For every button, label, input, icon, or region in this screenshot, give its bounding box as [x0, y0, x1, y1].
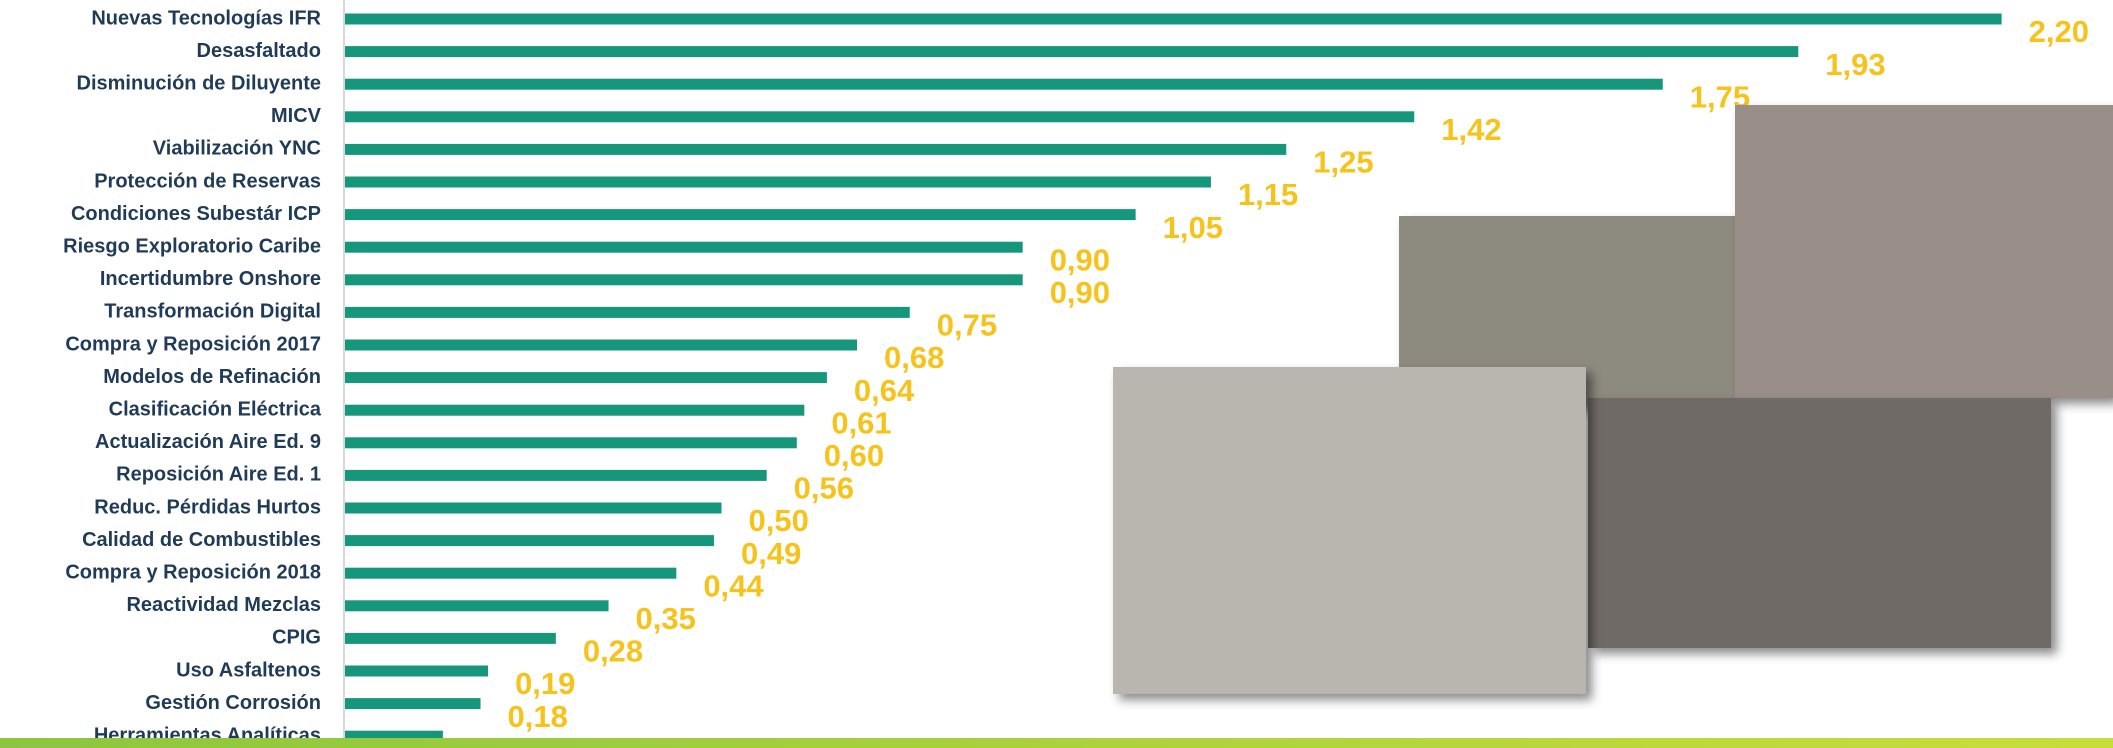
category-label: Protección de Reservas [94, 170, 321, 192]
bar [345, 242, 1023, 253]
value-label: 0,44 [703, 568, 764, 603]
category-label: Riesgo Exploratorio Caribe [63, 235, 321, 257]
category-label: CPIG [272, 627, 321, 649]
value-label: 0,64 [854, 373, 915, 408]
value-label: 1,15 [1238, 177, 1298, 212]
category-label: Compra y Reposición 2017 [65, 333, 321, 355]
category-label: Incertidumbre Onshore [100, 268, 321, 290]
category-label: Uso Asfaltenos [176, 659, 321, 681]
bar [345, 79, 1663, 90]
value-label: 0,56 [794, 471, 854, 506]
category-label: Transformación Digital [104, 301, 321, 323]
value-label: 0,28 [583, 634, 643, 669]
value-label: 0,61 [831, 405, 891, 440]
bar [345, 470, 767, 481]
category-label: Reposición Aire Ed. 1 [116, 464, 321, 486]
bar [345, 666, 488, 677]
bar [345, 111, 1414, 122]
value-label: 2,20 [2029, 14, 2089, 49]
value-label: 0,19 [515, 666, 575, 701]
category-label: Modelos de Refinación [103, 366, 321, 388]
category-label: Desasfaltado [197, 40, 322, 62]
bar [345, 46, 1798, 57]
bar [345, 503, 722, 514]
bar [345, 405, 804, 416]
footer-stripe [0, 738, 2113, 748]
bar [345, 568, 676, 579]
value-label: 1,05 [1163, 210, 1223, 245]
category-label: Reduc. Pérdidas Hurtos [94, 496, 321, 518]
value-label: 1,42 [1441, 112, 1501, 147]
photo [1113, 367, 1586, 694]
bar [345, 177, 1211, 188]
bar [345, 600, 609, 611]
bar [345, 535, 714, 546]
value-label: 0,68 [884, 340, 944, 375]
value-label: 0,18 [508, 699, 568, 734]
bar [345, 307, 910, 318]
category-label: Actualización Aire Ed. 9 [95, 431, 321, 453]
category-label: MICV [271, 105, 322, 127]
value-label: 1,25 [1313, 145, 1373, 180]
photo [1588, 398, 2051, 648]
bar [345, 144, 1286, 155]
bar [345, 698, 481, 709]
photo [1735, 105, 2113, 398]
value-label: 0,49 [741, 536, 801, 571]
category-label: Calidad de Combustibles [82, 529, 321, 551]
category-label: Disminución de Diluyente [77, 72, 321, 94]
bar [345, 437, 797, 448]
category-label: Clasificación Eléctrica [109, 398, 322, 420]
category-label: Compra y Reposición 2018 [65, 561, 321, 583]
value-label: 0,60 [824, 438, 884, 473]
category-label: Condiciones Subestár ICP [71, 203, 321, 225]
chart: Nuevas Tecnologías IFR 2,20 Desasfaltado 1,… [0, 0, 2113, 748]
bar [345, 274, 1023, 285]
bar [345, 14, 2002, 25]
value-label: 0,50 [749, 503, 809, 538]
value-label: 0,75 [937, 308, 997, 343]
value-label: 1,93 [1825, 47, 1885, 82]
value-label: 0,90 [1050, 275, 1110, 310]
bar [345, 209, 1136, 220]
category-label: Nuevas Tecnologías IFR [91, 7, 321, 29]
bar [345, 340, 857, 351]
category-label: Gestión Corrosión [145, 692, 321, 714]
category-label: Viabilización YNC [153, 138, 321, 160]
value-label: 0,90 [1050, 242, 1110, 277]
bar [345, 372, 827, 383]
category-label: Reactividad Mezclas [126, 594, 321, 616]
bar [345, 633, 556, 644]
value-label: 0,35 [636, 601, 696, 636]
